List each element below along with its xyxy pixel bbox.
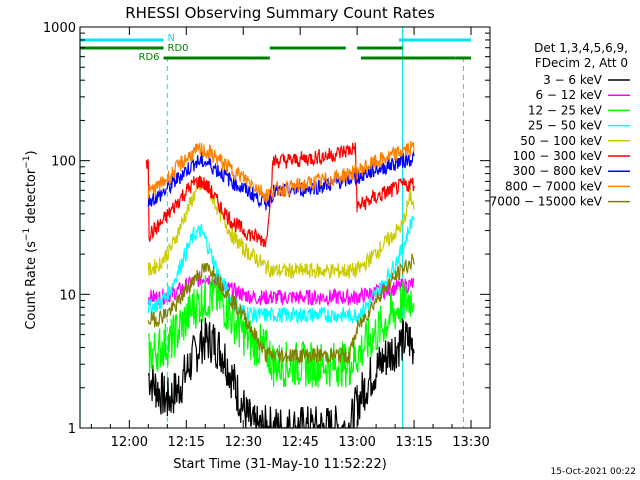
plot-frame	[79, 26, 491, 429]
y-axis-label-exp1: −1	[22, 228, 32, 241]
data-series	[145, 140, 415, 429]
x-axis: 12:00 12:15 12:30 12:45 13:00 13:15 13:30	[90, 27, 490, 450]
footer-timestamp: 15-Oct-2021 00:22	[551, 467, 636, 477]
legend-label-2: 12 − 25 keV	[528, 103, 603, 117]
series-line-0	[147, 317, 415, 429]
x-tick-label-3: 12:45	[281, 435, 318, 450]
y-axis-label-mid: detector	[24, 168, 39, 228]
legend-label-6: 300 − 800 keV	[513, 164, 603, 178]
legend-label-0: 3 − 6 keV	[543, 73, 603, 87]
series-line-4	[147, 178, 415, 280]
x-tick-label-4: 13:00	[338, 435, 375, 450]
legend-label-3: 25 − 50 keV	[528, 119, 603, 133]
flag-label-rd6: RD6	[139, 52, 160, 63]
legend-label-1: 6 − 12 keV	[535, 88, 602, 102]
chart-title: RHESSI Observing Summary Count Rates	[125, 4, 435, 22]
y-tick-label-1: 10	[59, 288, 76, 303]
x-tick-label-0: 12:00	[111, 435, 148, 450]
legend-label-8: 7000 − 15000 keV	[490, 195, 603, 209]
x-tick-label-5: 13:15	[395, 435, 432, 450]
y-tick-label-2: 100	[51, 155, 76, 170]
y-axis-label-exp2: −1	[22, 155, 32, 168]
series-line-2	[147, 275, 415, 388]
x-tick-label-1: 12:15	[168, 435, 205, 450]
x-tick-label-2: 12:30	[225, 435, 262, 450]
flag-label-rd0: RD0	[168, 43, 189, 54]
y-axis-label: Count Rate (s−1 detector−1)	[22, 150, 39, 329]
series-line-3	[147, 215, 415, 325]
series-line-5	[145, 142, 415, 248]
x-axis-label: Start Time (31-May-10 11:52:22)	[173, 457, 387, 472]
legend-label-7: 800 − 7000 keV	[505, 179, 603, 193]
y-axis-label-end: )	[24, 150, 39, 155]
legend-header-line-2: FDecim 2, Att 0	[535, 56, 628, 70]
y-tick-label-0: 1	[68, 422, 76, 437]
legend-header-line-1: Det 1,3,4,5,6,9,	[534, 41, 628, 55]
x-tick-label-6: 13:30	[452, 435, 489, 450]
legend: Det 1,3,4,5,6,9, FDecim 2, Att 0 3 − 6 k…	[490, 41, 630, 209]
series-line-7	[147, 140, 415, 203]
legend-label-5: 100 − 300 keV	[513, 149, 603, 163]
y-tick-label-3: 1000	[43, 21, 76, 36]
legend-label-4: 50 − 100 keV	[520, 134, 603, 148]
series-line-8	[147, 253, 415, 366]
y-axis-label-base: Count Rate (s	[24, 241, 39, 330]
y-axis: 1 10 100 1000	[43, 21, 490, 437]
flag-label-n: N	[168, 33, 175, 44]
